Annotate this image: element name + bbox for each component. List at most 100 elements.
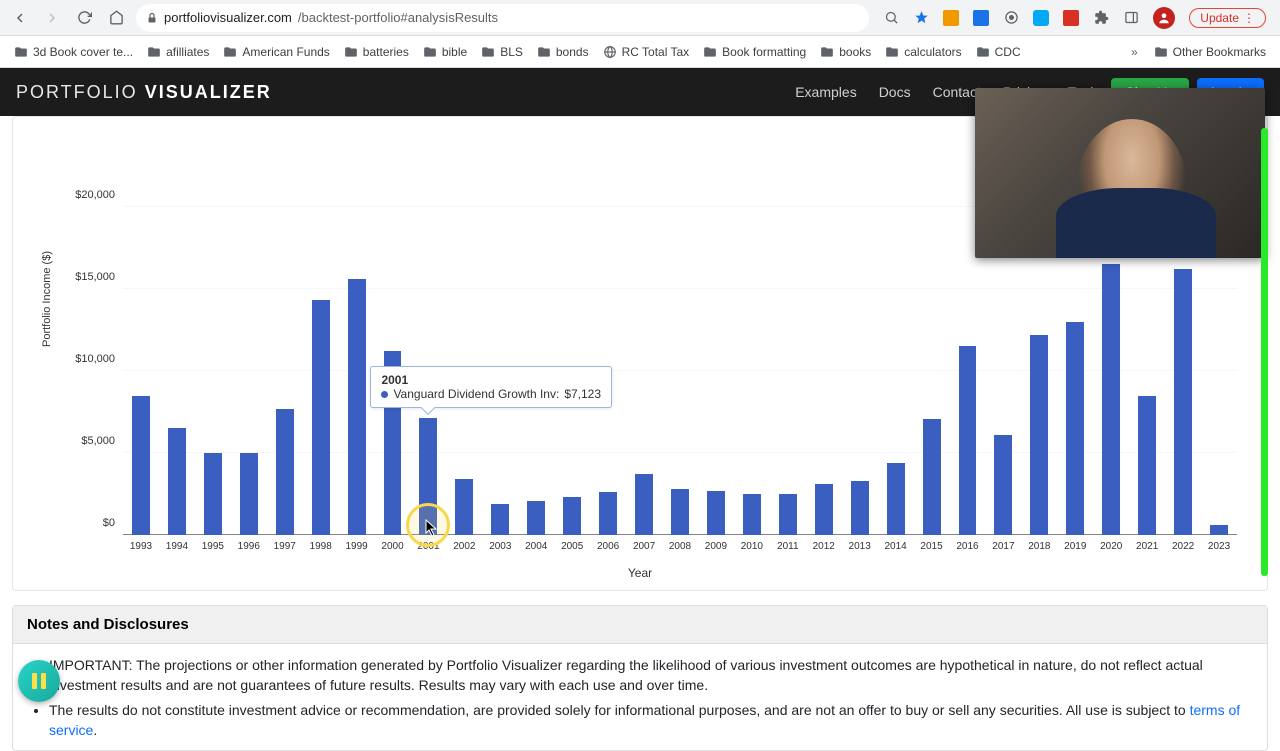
chart-bar[interactable] xyxy=(743,494,761,535)
reload-button[interactable] xyxy=(72,6,96,30)
chart-bar[interactable] xyxy=(204,453,222,535)
ext-icon-2[interactable] xyxy=(973,10,989,26)
x-tick-label: 2020 xyxy=(1100,535,1122,552)
nav-link[interactable]: Examples xyxy=(795,84,856,100)
tooltip-value: $7,123 xyxy=(564,387,601,401)
chart-bar[interactable] xyxy=(1174,269,1192,535)
x-tick-label: 2004 xyxy=(525,535,547,552)
bookmark-item[interactable]: CDC xyxy=(970,41,1027,63)
x-tick-label: 2015 xyxy=(920,535,942,552)
ext-icon-3[interactable] xyxy=(1003,10,1019,26)
bookmark-item[interactable]: RC Total Tax xyxy=(597,41,696,63)
bookmarks-bar: 3d Book cover te...afilliatesAmerican Fu… xyxy=(0,36,1280,68)
chart-bar[interactable] xyxy=(1138,396,1156,535)
x-tick-label: 1994 xyxy=(166,535,188,552)
x-tick-label: 1995 xyxy=(202,535,224,552)
bookmark-item[interactable]: books xyxy=(814,41,877,63)
folder-icon xyxy=(14,45,28,59)
ext-icon-4[interactable] xyxy=(1033,10,1049,26)
y-tick-label: $5,000 xyxy=(81,435,123,447)
tooltip-title: 2001 xyxy=(381,373,601,387)
other-bookmarks[interactable]: Other Bookmarks xyxy=(1148,41,1272,63)
chart-bar[interactable] xyxy=(779,494,797,535)
folder-icon xyxy=(976,45,990,59)
chart-bar[interactable] xyxy=(1066,322,1084,535)
zoom-icon[interactable] xyxy=(883,10,899,26)
chart-bar[interactable] xyxy=(671,489,689,535)
chart-bar[interactable] xyxy=(887,463,905,535)
chart-bar[interactable] xyxy=(312,300,330,535)
chart-bar[interactable] xyxy=(563,497,581,535)
x-tick-label: 2011 xyxy=(777,535,799,552)
bookmark-item[interactable]: Book formatting xyxy=(697,41,812,63)
folder-icon xyxy=(344,45,358,59)
bookmarks-overflow[interactable]: » xyxy=(1125,45,1144,59)
update-button[interactable]: Update⋮ xyxy=(1189,8,1266,28)
chart-bar[interactable] xyxy=(851,481,869,535)
bookmark-item[interactable]: 3d Book cover te... xyxy=(8,41,139,63)
nav-link[interactable]: Contact xyxy=(933,84,981,100)
notes-item: IMPORTANT: The projections or other info… xyxy=(49,656,1249,695)
chart-bar[interactable] xyxy=(276,409,294,535)
chrome-actions: Update⋮ xyxy=(877,7,1272,29)
x-tick-label: 2019 xyxy=(1064,535,1086,552)
x-tick-label: 2003 xyxy=(489,535,511,552)
x-tick-label: 1996 xyxy=(238,535,260,552)
tooltip-series: Vanguard Dividend Growth Inv: xyxy=(393,387,559,401)
bookmark-item[interactable]: calculators xyxy=(879,41,967,63)
folder-icon xyxy=(423,45,437,59)
x-tick-label: 2002 xyxy=(453,535,475,552)
bookmark-item[interactable]: bonds xyxy=(531,41,595,63)
bookmark-item[interactable]: American Funds xyxy=(217,41,335,63)
chart-bar[interactable] xyxy=(491,504,509,535)
chart-bar[interactable] xyxy=(240,453,258,535)
chart-bar[interactable] xyxy=(527,501,545,535)
chart-bar[interactable] xyxy=(455,479,473,535)
star-icon[interactable] xyxy=(913,10,929,26)
notes-item: The results do not constitute investment… xyxy=(49,701,1249,740)
notes-section: Notes and Disclosures IMPORTANT: The pro… xyxy=(12,605,1268,751)
ext-icon-1[interactable] xyxy=(943,10,959,26)
folder-icon xyxy=(820,45,834,59)
chart-bar[interactable] xyxy=(348,279,366,535)
nav-link[interactable]: Docs xyxy=(879,84,911,100)
chart-bar[interactable] xyxy=(635,474,653,535)
chart-bar[interactable] xyxy=(599,492,617,535)
x-tick-label: 2023 xyxy=(1208,535,1230,552)
forward-button[interactable] xyxy=(40,6,64,30)
chart-bar[interactable] xyxy=(1210,525,1228,535)
profile-avatar[interactable] xyxy=(1153,7,1175,29)
y-tick-label: $10,000 xyxy=(75,353,123,365)
folder-icon xyxy=(603,45,617,59)
chart-bar[interactable] xyxy=(168,428,186,535)
y-tick-label: $20,000 xyxy=(75,189,123,201)
chart-bar[interactable] xyxy=(132,396,150,535)
x-tick-label: 2005 xyxy=(561,535,583,552)
chart-bar[interactable] xyxy=(994,435,1012,535)
x-tick-label: 2018 xyxy=(1028,535,1050,552)
chart-bar[interactable] xyxy=(815,484,833,535)
chart-bar[interactable] xyxy=(1102,264,1120,535)
bookmark-item[interactable]: batteries xyxy=(338,41,415,63)
x-tick-label: 1993 xyxy=(130,535,152,552)
bookmark-item[interactable]: BLS xyxy=(475,41,529,63)
folder-icon xyxy=(223,45,237,59)
ext-icon-5[interactable] xyxy=(1063,10,1079,26)
x-axis-label: Year xyxy=(628,566,652,580)
pause-recording-button[interactable] xyxy=(18,660,60,702)
bookmark-item[interactable]: bible xyxy=(417,41,473,63)
home-button[interactable] xyxy=(104,6,128,30)
address-bar[interactable]: portfoliovisualizer.com/backtest-portfol… xyxy=(136,4,869,32)
back-button[interactable] xyxy=(8,6,32,30)
extensions-icon[interactable] xyxy=(1093,10,1109,26)
chart-bar[interactable] xyxy=(923,419,941,535)
cursor-icon xyxy=(425,519,439,537)
folder-icon xyxy=(537,45,551,59)
site-logo[interactable]: PORTFOLIO VISUALIZER xyxy=(16,82,272,103)
chart-bar[interactable] xyxy=(959,346,977,535)
chart-bar[interactable] xyxy=(1030,335,1048,535)
bookmark-item[interactable]: afilliates xyxy=(141,41,215,63)
chart-bar[interactable] xyxy=(707,491,725,535)
sidepanel-icon[interactable] xyxy=(1123,10,1139,26)
x-tick-label: 2022 xyxy=(1172,535,1194,552)
